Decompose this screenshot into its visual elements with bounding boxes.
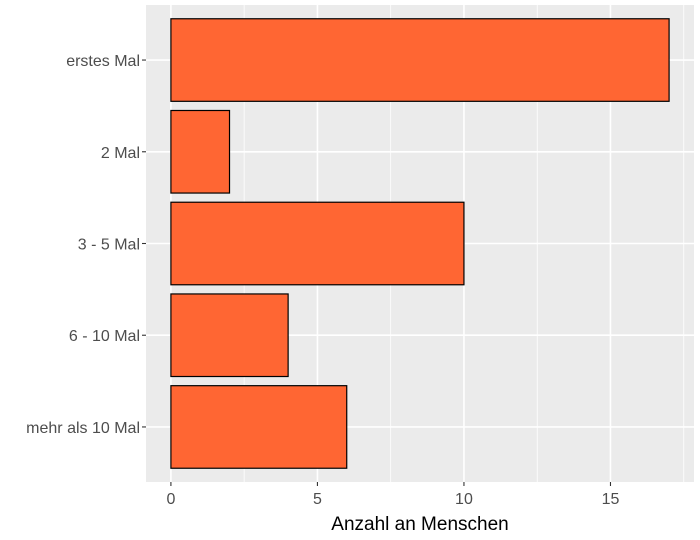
x-axis: 0 5 10 15 bbox=[166, 482, 619, 508]
x-tick-label: 10 bbox=[455, 491, 473, 508]
y-tick-label: 6 - 10 Mal bbox=[69, 328, 140, 345]
bar-4 bbox=[170, 385, 348, 469]
bars-group bbox=[170, 18, 670, 469]
y-axis: erstes Mal 2 Mal 3 - 5 Mal 6 - 10 Mal mehr a… bbox=[26, 53, 146, 437]
bar-3 bbox=[170, 293, 289, 378]
bar-1 bbox=[170, 109, 231, 194]
x-tick-label: 0 bbox=[166, 491, 175, 508]
y-tick-label: mehr als 10 Mal bbox=[26, 420, 140, 437]
bar-2 bbox=[170, 201, 465, 286]
x-axis-title: Anzahl an Menschen bbox=[331, 514, 508, 535]
x-tick-label: 15 bbox=[602, 491, 620, 508]
x-tick-label: 5 bbox=[313, 491, 322, 508]
y-tick-label: 2 Mal bbox=[101, 145, 140, 162]
y-tick-label: erstes Mal bbox=[66, 53, 140, 70]
bar-0 bbox=[170, 18, 670, 102]
y-tick-label: 3 - 5 Mal bbox=[78, 237, 140, 254]
